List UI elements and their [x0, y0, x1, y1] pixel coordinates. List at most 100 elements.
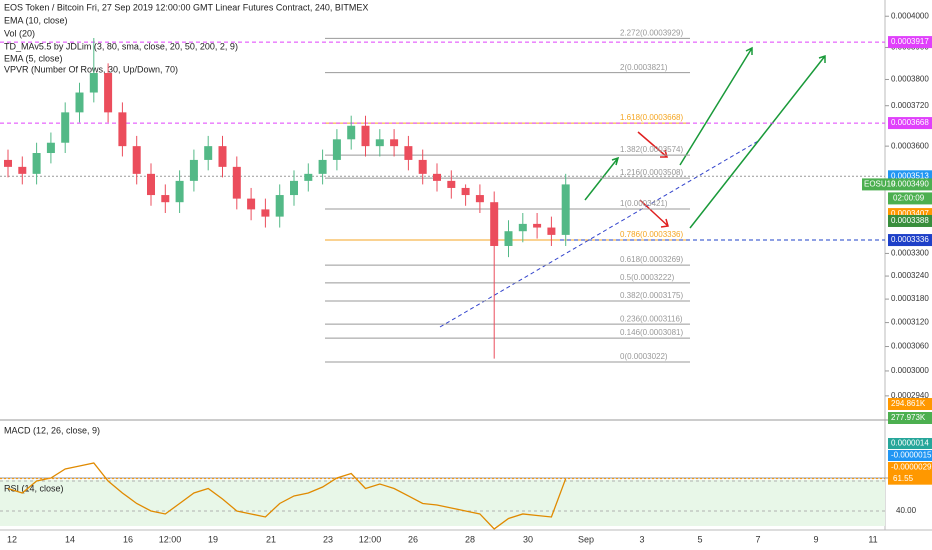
x-tick-label: 30	[523, 534, 533, 544]
price-badge	[888, 234, 932, 247]
candle-body	[404, 146, 413, 160]
y-tick-label: 0.0004000	[891, 11, 929, 20]
candle-body	[461, 187, 470, 196]
candle-body	[504, 231, 513, 246]
volume-label: 277.973K	[891, 413, 926, 422]
price-badge	[888, 117, 932, 130]
y-tick-label: 0.0003120	[891, 318, 929, 327]
arrows	[584, 46, 826, 229]
indicator: TD_MAv5.5 by JDLim (3, 80, sma, close, 2…	[4, 41, 238, 51]
fib-label: 1(0.0003421)	[620, 199, 668, 208]
y-tick-label: 0.0003800	[891, 75, 929, 84]
y-tick-label: 0.0003180	[891, 294, 929, 303]
macd-badge	[888, 438, 932, 449]
candle-body	[18, 166, 27, 174]
candle-body	[247, 198, 256, 210]
macd-badge	[888, 450, 932, 461]
x-tick-label: 19	[208, 534, 218, 544]
y-tick-label: 0.0003600	[891, 141, 929, 150]
y-tick-label: 0.0003240	[891, 271, 929, 280]
volume-label: 294.861K	[891, 399, 926, 408]
indicator: EMA (10, close)	[4, 15, 68, 25]
candle-body	[490, 202, 499, 246]
volume-badge	[888, 398, 932, 410]
fib-label: 1.216(0.0003508)	[620, 168, 684, 177]
candle-body	[390, 139, 399, 147]
candle-body	[447, 180, 456, 188]
x-tick-label: 26	[408, 534, 418, 544]
fib-label: 0.5(0.0003222)	[620, 273, 675, 282]
x-tick-label: Sep	[578, 534, 594, 544]
candle-body	[175, 180, 184, 203]
candle-body	[561, 184, 570, 235]
candle-body	[332, 139, 341, 160]
badge-symbol: EOSU19	[864, 180, 896, 189]
volume-badge	[888, 412, 932, 424]
badge-label: 0.0003388	[891, 216, 929, 225]
badge-label: 0.0003490	[891, 180, 929, 189]
price-badge	[862, 178, 932, 191]
candle-body	[375, 139, 384, 147]
y-tick-label: 0.0002940	[891, 391, 929, 400]
candle-body	[204, 146, 213, 160]
fib-label: 1.382(0.0003574)	[620, 145, 684, 154]
x-tick-label: 14	[65, 534, 75, 544]
macd-label: 0.0000014	[891, 439, 929, 448]
y-tick-label: 0.0003300	[891, 249, 929, 258]
countdown-badge	[888, 192, 932, 205]
x-tick-label: 9	[813, 534, 818, 544]
candle-body	[161, 195, 170, 203]
candle-body	[290, 180, 298, 196]
candle-body	[132, 146, 141, 174]
rsi-badge	[888, 472, 932, 485]
x-tick-label: 12	[7, 534, 17, 544]
rsi-title: RSI (14, close)	[4, 483, 64, 493]
candle-body	[433, 173, 441, 181]
candle-body	[347, 125, 356, 140]
candle-body	[46, 142, 55, 154]
rsi-band	[0, 480, 885, 526]
candle-body	[232, 166, 241, 199]
candle-body	[75, 92, 84, 113]
y-tick-label: 0.0003000	[891, 366, 929, 375]
candle-body	[118, 112, 127, 147]
x-tick-label: 21	[266, 534, 276, 544]
x-tick-label: 28	[465, 534, 475, 544]
candle-body	[189, 159, 198, 181]
macd-badge	[888, 462, 932, 473]
x-tick-label: 12:00	[359, 534, 382, 544]
rsi-line	[7, 462, 567, 530]
fib-label: 2.272(0.0003929)	[620, 28, 684, 37]
x-tick-label: 23	[323, 534, 333, 544]
x-tick-label: 16	[123, 534, 133, 544]
countdown: 02:00:09	[893, 194, 925, 203]
candle-body	[275, 195, 284, 217]
rsi-value-label: 61.55	[893, 474, 914, 483]
macd-label: -0.0000015	[891, 451, 932, 460]
arrow	[639, 199, 669, 228]
candle-body	[32, 153, 41, 174]
fib-label: 0.236(0.0003116)	[620, 314, 683, 323]
y-tick-label: 0.0003060	[891, 342, 929, 351]
badge-label: 0.0003668	[891, 118, 929, 127]
fib-label: 1.618(0.0003668)	[620, 113, 684, 122]
badge-label: 0.0003407	[891, 209, 929, 218]
candle-body	[475, 195, 484, 203]
macd-label: -0.0000029	[891, 463, 932, 472]
fib-label: 0.786(0.0003336)	[620, 230, 684, 239]
fib-label: 0.146(0.0003081)	[620, 328, 684, 337]
fib-label: 2(0.0003821)	[620, 63, 668, 72]
indicator: EMA (5, close)	[4, 53, 63, 63]
candle-body	[4, 159, 12, 167]
indicator: VPVR (Number Of Rows, 30, Up/Down, 70)	[4, 64, 178, 74]
candle-body	[547, 227, 556, 235]
candle-body	[261, 209, 270, 217]
fib-label: 0.382(0.0003175)	[620, 291, 684, 300]
symbol-title: EOS Token / Bitcoin Fri, 27 Sep 2019 12:…	[4, 2, 368, 12]
x-tick-label: 12:00	[159, 534, 182, 544]
candle-body	[218, 146, 227, 167]
x-tick-label: 3	[639, 534, 644, 544]
macd-title: MACD (12, 26, close, 9)	[4, 425, 100, 435]
